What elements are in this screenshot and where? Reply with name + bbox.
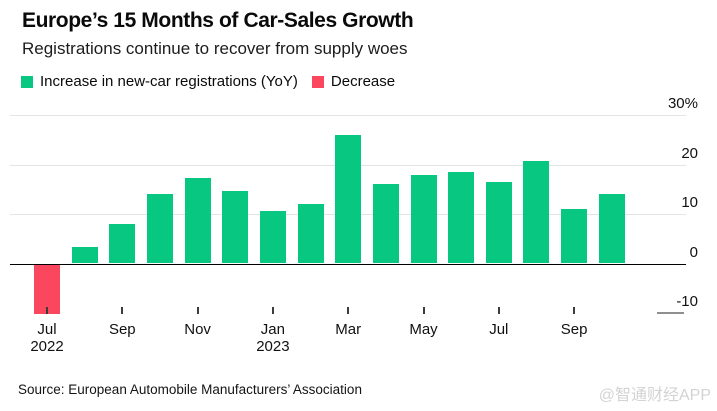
bar-positive xyxy=(335,135,362,264)
x-axis-month-label: Jul xyxy=(489,321,509,338)
x-axis-month-label: Jan xyxy=(260,321,285,338)
zero-axis-line xyxy=(10,263,686,265)
legend-item-increase: Increase in new-car registrations (YoY) xyxy=(21,73,298,90)
x-axis-tick xyxy=(196,307,199,314)
bar-positive xyxy=(146,194,173,264)
bar-positive xyxy=(485,181,512,264)
x-axis-tick xyxy=(347,307,350,314)
bar-positive xyxy=(297,204,324,264)
y-axis-label: -10 xyxy=(676,292,698,310)
y-axis-label: 0 xyxy=(689,243,698,261)
x-axis-tick xyxy=(497,307,500,314)
chart-title: Europe’s 15 Months of Car-Sales Growth xyxy=(22,9,414,32)
gridline-30 xyxy=(10,115,686,117)
x-axis-month-label: Sep xyxy=(560,321,588,338)
x-axis-month-label: May xyxy=(409,321,438,338)
bar-positive xyxy=(372,184,399,264)
bar-positive xyxy=(561,209,588,264)
legend-label-increase: Increase in new-car registrations (YoY) xyxy=(40,73,298,90)
y-axis-label: 20 xyxy=(681,144,698,162)
bar-positive xyxy=(109,223,136,264)
legend-item-decrease: Decrease xyxy=(311,73,396,90)
x-axis-tick xyxy=(573,307,576,314)
legend-label-decrease: Decrease xyxy=(330,73,396,90)
chart-subtitle: Registrations continue to recover from s… xyxy=(22,39,408,58)
bar-positive xyxy=(598,194,625,264)
x-axis-month-label: Nov xyxy=(184,321,211,338)
bar-positive xyxy=(523,160,550,264)
bar-positive xyxy=(71,246,98,264)
bar-positive xyxy=(410,174,437,264)
bar-positive xyxy=(222,191,249,264)
bar-positive xyxy=(184,178,211,264)
x-axis-tick xyxy=(271,307,274,314)
x-axis-tick xyxy=(121,307,124,314)
x-axis-month-label: Sep xyxy=(108,321,136,338)
x-axis-year-label: 2023 xyxy=(256,338,290,355)
x-axis-year-label: 2022 xyxy=(30,338,64,355)
negative-axis-stub xyxy=(657,311,684,314)
bar-negative xyxy=(34,264,60,315)
x-axis-month-label: Mar xyxy=(335,321,362,338)
x-axis-tick xyxy=(422,307,425,314)
decrease-swatch-icon xyxy=(311,75,324,88)
bar-positive xyxy=(448,172,475,264)
watermark: @智通财经APP xyxy=(598,387,711,404)
bar-positive xyxy=(259,211,286,264)
source-note: Source: European Automobile Manufacturer… xyxy=(18,382,362,397)
x-axis-month-label: Jul xyxy=(37,321,57,338)
y-axis-label: 10 xyxy=(681,194,698,212)
increase-swatch-icon xyxy=(21,75,33,88)
x-axis-tick xyxy=(46,307,48,314)
legend: Increase in new-car registrations (YoY) … xyxy=(21,73,409,90)
y-axis-label: 30% xyxy=(667,95,698,113)
